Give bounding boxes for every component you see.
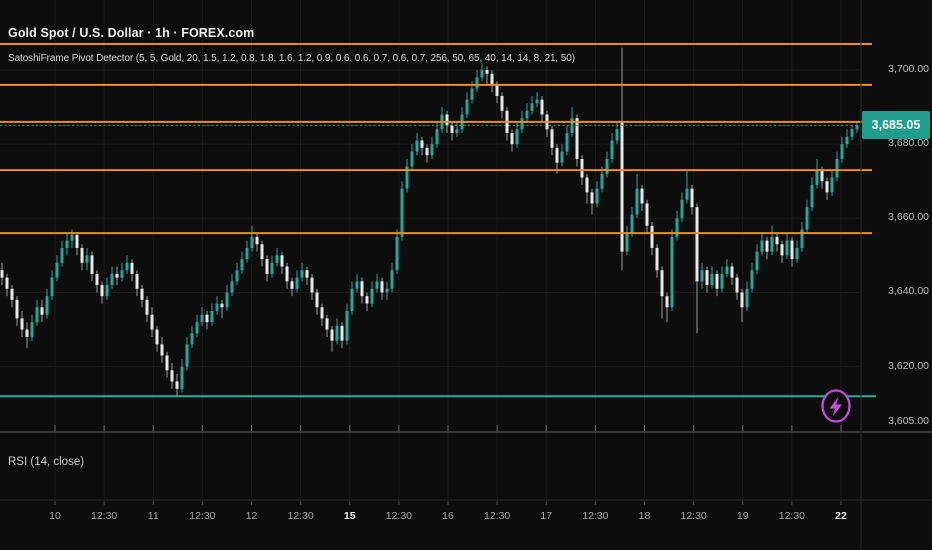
price-axis-label: 3,620.00 [888, 359, 929, 372]
time-axis-label: 12:30 [90, 510, 118, 522]
time-axis-label: 18 [638, 510, 651, 522]
indicator-legend-rsi[interactable]: RSI (14, close) [8, 456, 85, 468]
time-axis-label: 12:30 [582, 510, 609, 522]
time-axis-label: 10 [49, 510, 61, 522]
time-axis-label: 22 [835, 510, 847, 522]
time-axis-label: 19 [736, 510, 749, 522]
time-axis-label: 12:30 [778, 510, 806, 522]
price-axis-label: 3,700.00 [888, 62, 929, 75]
price-axis-label: 3,605.00 [888, 415, 929, 428]
price-axis-label: 3,680.00 [888, 137, 929, 150]
symbol-title[interactable]: Gold Spot / U.S. Dollar · 1h · FOREX.com [8, 26, 255, 40]
time-axis-label: 12:30 [680, 510, 707, 522]
time-axis-label: 12 [245, 510, 258, 522]
price-axis[interactable]: 3,700.00 3,680.00 3,660.00 3,640.00 3,620.00… [861, 0, 932, 550]
time-axis-label: 12:30 [483, 510, 511, 522]
indicator-legend-pivot-detector[interactable]: SatoshiFrame Pivot Detector (5, 5, Gold,… [8, 53, 575, 64]
lightning-bolt-icon[interactable] [821, 389, 851, 423]
last-price-label: 3,685.05 [862, 111, 930, 140]
time-axis-label: 11 [147, 510, 159, 522]
price-axis-label: 3,660.00 [888, 211, 929, 224]
time-axis-label: 12:30 [189, 510, 216, 522]
time-axis[interactable]: 10 12:30 11 12:30 12 12:30 15 12:30 16 12:30 17 12:… [0, 501, 932, 550]
time-axis-label: 15 [343, 510, 356, 522]
price-axis-label: 3,640.00 [888, 285, 929, 298]
time-axis-label: 12:30 [385, 510, 413, 522]
time-axis-label: 12:30 [287, 510, 314, 522]
time-axis-label: 17 [540, 510, 553, 522]
time-axis-label: 16 [442, 510, 454, 522]
